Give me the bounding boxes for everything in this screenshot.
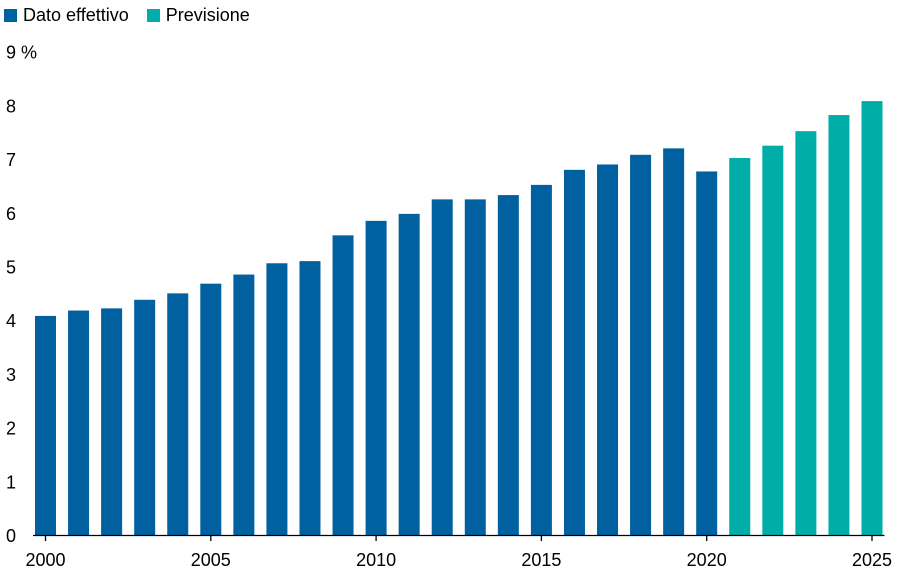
y-tick-label-9: 9 % [6, 43, 37, 63]
bar-2004 [167, 293, 189, 535]
bar-2012 [431, 199, 453, 535]
x-tick-label-2005: 2005 [191, 550, 231, 570]
bar-2003 [134, 299, 156, 535]
bar-2022 [762, 145, 784, 536]
y-tick-label-6: 6 [6, 204, 16, 224]
bar-2000 [35, 315, 56, 535]
legend-item-actual: Dato effettivo [4, 5, 129, 26]
bar-2016 [563, 169, 585, 535]
y-tick-label-3: 3 [6, 365, 16, 385]
bar-2002 [101, 308, 123, 535]
x-tick-label-2015: 2015 [521, 550, 561, 570]
bar-2021 [729, 158, 751, 535]
legend-swatch-forecast [146, 8, 160, 22]
bar-2017 [597, 164, 619, 535]
bar-2019 [663, 148, 685, 536]
legend-swatch-actual [4, 8, 17, 22]
bar-2025 [861, 101, 883, 535]
y-tick-label-2: 2 [6, 419, 16, 439]
y-tick-label-7: 7 [6, 150, 16, 170]
y-tick-label-1: 1 [6, 472, 16, 492]
legend-label-actual: Dato effettivo [23, 4, 129, 25]
bar-2020 [696, 171, 718, 536]
bar-2015 [530, 184, 552, 535]
legend-item-forecast: Previsione [146, 4, 250, 26]
bar-2005 [200, 283, 222, 535]
chart-legend: Dato effettivo Previsione [4, 4, 260, 26]
y-tick-label-8: 8 [6, 96, 16, 116]
bar-2006 [233, 274, 255, 535]
bar-2024 [828, 115, 850, 535]
bar-2018 [630, 154, 652, 535]
bar-2013 [464, 199, 486, 535]
y-tick-label-0: 0 [6, 526, 16, 546]
x-tick-label-2010: 2010 [356, 550, 396, 570]
bar-2009 [332, 235, 354, 535]
x-tick-label-2025: 2025 [852, 550, 892, 570]
bar-2023 [795, 131, 817, 535]
legend-label-forecast: Previsione [165, 4, 250, 25]
y-tick-label-5: 5 [6, 258, 16, 278]
bar-2007 [266, 263, 288, 535]
bar-2014 [497, 195, 519, 536]
x-tick-label-2000: 2000 [25, 550, 65, 570]
bar-2011 [398, 213, 420, 535]
bar-2010 [365, 220, 387, 536]
bar-2001 [68, 310, 90, 535]
bar-2008 [299, 261, 321, 535]
x-tick-label-2020: 2020 [687, 550, 727, 570]
y-tick-label-4: 4 [6, 311, 16, 331]
